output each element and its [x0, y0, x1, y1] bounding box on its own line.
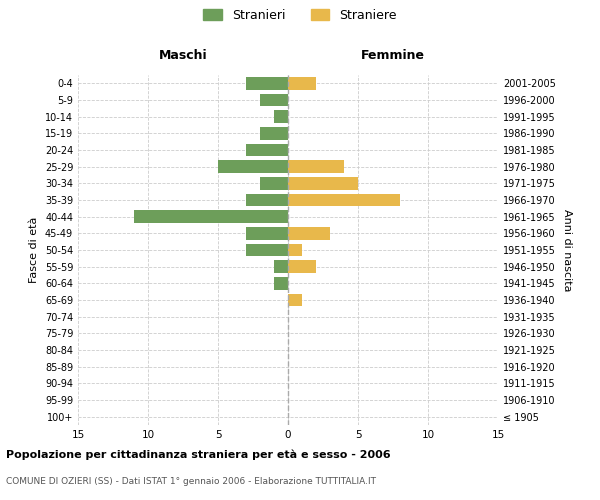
Bar [246, 194, 288, 206]
Text: COMUNE DI OZIERI (SS) - Dati ISTAT 1° gennaio 2006 - Elaborazione TUTTITALIA.IT: COMUNE DI OZIERI (SS) - Dati ISTAT 1° ge… [6, 478, 376, 486]
Y-axis label: Anni di nascita: Anni di nascita [562, 208, 572, 291]
Bar [288, 244, 302, 256]
Y-axis label: Fasce di età: Fasce di età [29, 217, 39, 283]
Bar [274, 110, 288, 123]
Text: Maschi: Maschi [158, 48, 208, 62]
Bar [246, 77, 288, 90]
Legend: Stranieri, Straniere: Stranieri, Straniere [203, 8, 397, 22]
Bar [274, 260, 288, 273]
Bar [260, 94, 288, 106]
Text: Femmine: Femmine [361, 48, 425, 62]
Bar [288, 177, 358, 190]
Bar [288, 294, 302, 306]
Bar [288, 194, 400, 206]
Bar [246, 244, 288, 256]
Bar [274, 277, 288, 289]
Bar [246, 144, 288, 156]
Bar [260, 177, 288, 190]
Bar [246, 227, 288, 239]
Bar [260, 127, 288, 140]
Bar [288, 160, 344, 173]
Text: Popolazione per cittadinanza straniera per età e sesso - 2006: Popolazione per cittadinanza straniera p… [6, 450, 391, 460]
Bar [218, 160, 288, 173]
Bar [134, 210, 288, 223]
Bar [288, 227, 330, 239]
Bar [288, 260, 316, 273]
Bar [288, 77, 316, 90]
